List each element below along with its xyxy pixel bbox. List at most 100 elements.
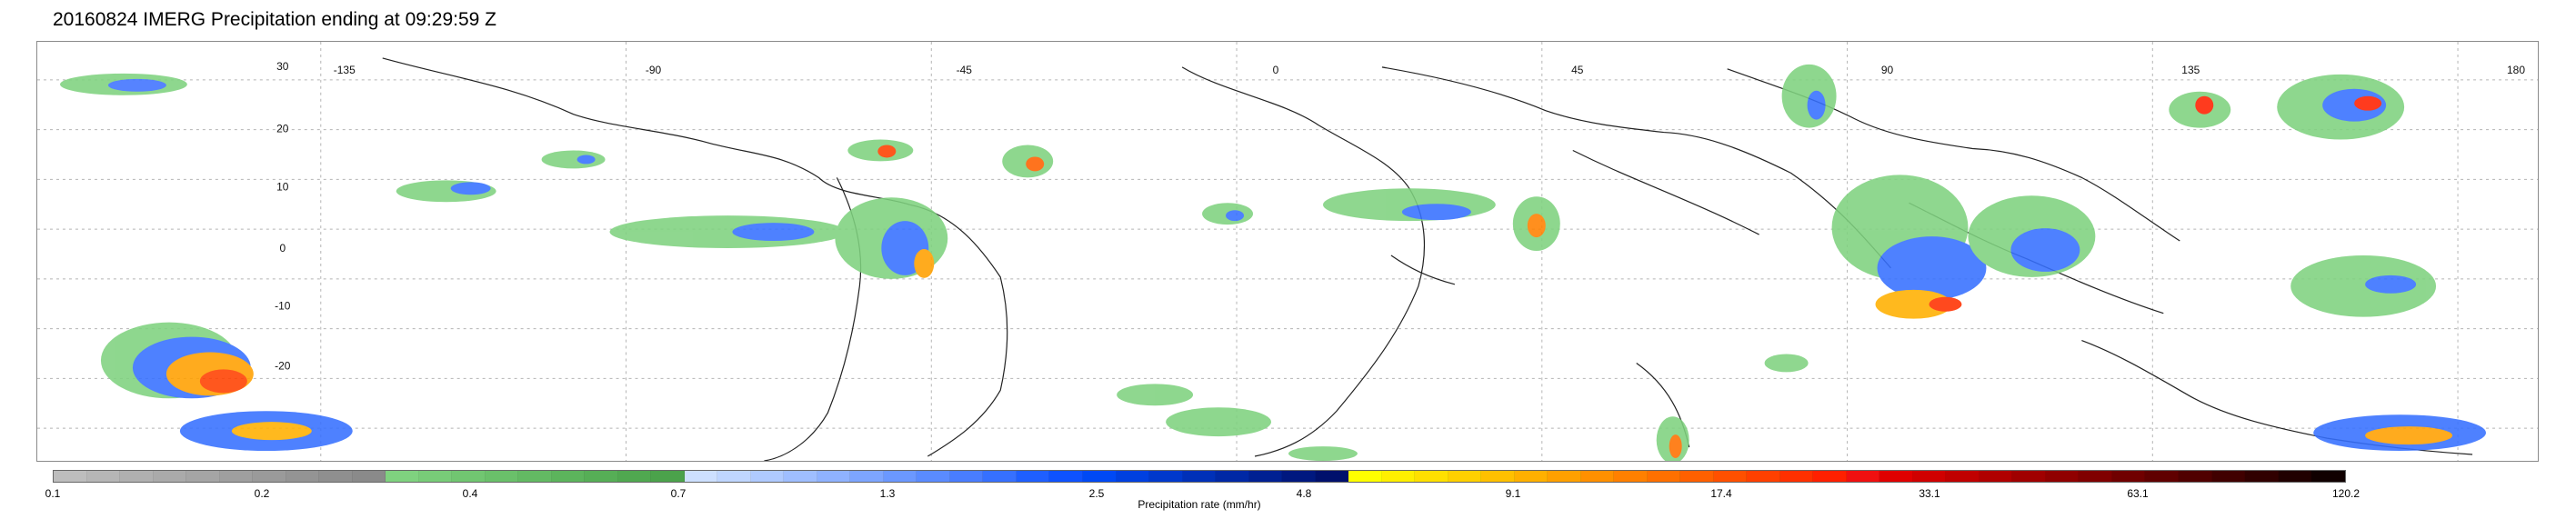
colorbar-segment-19 (684, 471, 718, 482)
colorbar-label-2: 0.4 (462, 487, 478, 500)
colorbar-segment-37 (1282, 471, 1316, 482)
colorbar-segment-32 (1116, 471, 1150, 482)
colorbar-label-10: 63.1 (2127, 487, 2149, 500)
colorbar-segment-41 (1415, 471, 1448, 482)
graticule (37, 42, 2538, 461)
colorbar-segment-43 (1481, 471, 1515, 482)
colorbar-segment-34 (1182, 471, 1217, 482)
colorbar-segment-5 (219, 471, 254, 482)
colorbar-segment-28 (983, 471, 1017, 482)
colorbar-segment-65 (2211, 471, 2246, 482)
latitude-labels: 30 20 10 0 -10 -20 (275, 60, 291, 373)
lat-label-4: 0 (279, 242, 286, 255)
lat-label-5: -10 (275, 300, 291, 313)
colorbar-label-11: 120.2 (2331, 487, 2360, 500)
colorbar-segment-0 (54, 471, 87, 482)
world-map-svg: -135 -90 -45 0 45 90 135 180 30 20 10 0 … (37, 42, 2538, 461)
colorbar-segment-50 (1713, 471, 1748, 482)
colorbar-segment-68 (2311, 471, 2345, 482)
colorbar-segment-56 (1912, 471, 1947, 482)
colorbar-label-0: 0.1 (45, 487, 61, 500)
colorbar-segment-6 (253, 471, 286, 482)
longitude-labels: -135 -90 -45 0 45 90 135 180 (334, 64, 2526, 76)
colorbar-segment-44 (1514, 471, 1549, 482)
colorbar-segment-7 (286, 471, 320, 482)
colorbar-segment-26 (917, 471, 950, 482)
colorbar-segment-52 (1779, 471, 1814, 482)
colorbar-segment-30 (1049, 471, 1083, 482)
lon-label-7: 135 (2181, 64, 2200, 76)
colorbar-segment-25 (883, 471, 917, 482)
page-title: 20160824 IMERG Precipitation ending at 0… (53, 9, 496, 30)
coastlines (382, 57, 2473, 461)
colorbar-title: Precipitation rate (mm/hr) (1138, 498, 1261, 511)
colorbar-segment-55 (1879, 471, 1913, 482)
colorbar-segment-57 (1946, 471, 1980, 482)
colorbar-segment-23 (817, 471, 851, 482)
colorbar-label-1: 0.2 (254, 487, 270, 500)
precipitation-legend: 0.1 0.2 0.4 0.7 1.3 2.5 4.8 9.1 17.4 33.… (45, 470, 2360, 512)
colorbar-segment-42 (1448, 471, 1482, 482)
colorbar-segment-1 (86, 471, 121, 482)
colorbar-segment-54 (1846, 471, 1880, 482)
colorbar-segment-63 (2145, 471, 2179, 482)
precipitation-map: -135 -90 -45 0 45 90 135 180 30 20 10 0 … (36, 41, 2539, 462)
lon-label-5: 45 (1571, 64, 1584, 76)
colorbar-segment-45 (1548, 471, 1581, 482)
lon-label-8: 180 (2507, 64, 2525, 76)
colorbar-label-8: 17.4 (1710, 487, 1732, 500)
colorbar-segment-62 (2111, 471, 2146, 482)
colorbar-segment-49 (1680, 471, 1714, 482)
colorbar-segment-15 (551, 471, 586, 482)
colorbar-segment-40 (1381, 471, 1416, 482)
colorbar-label-4: 1.3 (879, 487, 896, 500)
colorbar-segment-16 (585, 471, 618, 482)
colorbar-segment-10 (386, 471, 419, 482)
colorbar-segment-66 (2245, 471, 2279, 482)
colorbar-label-7: 9.1 (1505, 487, 1521, 500)
colorbar-segment-17 (617, 471, 652, 482)
colorbar-segment-59 (2012, 471, 2046, 482)
colorbar-segment-64 (2179, 471, 2212, 482)
colorbar-segment-53 (1813, 471, 1847, 482)
lat-label-3: 10 (276, 180, 289, 193)
colorbar-label-5: 2.5 (1088, 487, 1105, 500)
lon-label-2: -90 (646, 64, 662, 76)
colorbar-label-3: 0.7 (670, 487, 687, 500)
colorbar-segment-21 (750, 471, 785, 482)
colorbar-segment-8 (319, 471, 353, 482)
colorbar-segment-67 (2278, 471, 2312, 482)
colorbar-segment-36 (1248, 471, 1283, 482)
lat-label-6: -20 (275, 359, 291, 372)
colorbar-segment-60 (2045, 471, 2080, 482)
lat-label-2: 20 (276, 123, 289, 135)
colorbar-segment-33 (1149, 471, 1183, 482)
colorbar-segment-20 (717, 471, 751, 482)
colorbar-segment-11 (418, 471, 453, 482)
colorbar-segment-14 (518, 471, 552, 482)
colorbar-segment-18 (651, 471, 685, 482)
lon-label-1: -135 (334, 64, 356, 76)
colorbar-segment-47 (1614, 471, 1648, 482)
colorbar-segment-24 (850, 471, 884, 482)
lon-label-6: 90 (1881, 64, 1894, 76)
colorbar-segment-61 (2079, 471, 2112, 482)
colorbar-segment-9 (352, 471, 386, 482)
colorbar-segment-4 (186, 471, 220, 482)
colorbar-segment-2 (120, 471, 154, 482)
colorbar-segment-27 (949, 471, 984, 482)
precipitation-fields (59, 64, 2487, 461)
colorbar-segment-38 (1315, 471, 1349, 482)
colorbar-segment-39 (1348, 471, 1382, 482)
lat-label-1: 30 (276, 60, 289, 73)
colorbar-label-6: 4.8 (1296, 487, 1312, 500)
colorbar-segment-12 (452, 471, 486, 482)
colorbar-segment-51 (1747, 471, 1780, 482)
colorbar-label-9: 33.1 (1919, 487, 1940, 500)
colorbar-segment-31 (1082, 471, 1117, 482)
lon-label-4: 0 (1273, 64, 1279, 76)
lon-label-3: -45 (957, 64, 973, 76)
colorbar-segment-13 (485, 471, 519, 482)
colorbar-segment-29 (1016, 471, 1050, 482)
colorbar (53, 470, 2346, 483)
